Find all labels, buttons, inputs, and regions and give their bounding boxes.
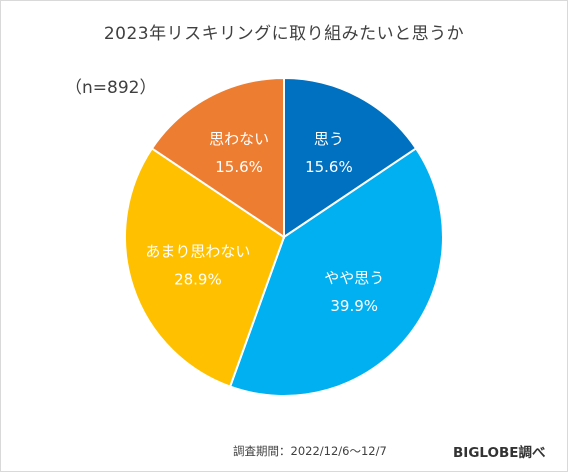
sample-size-label: （n=892） (65, 78, 157, 98)
pie-slice-0 (283, 76, 418, 239)
slice-value-label-3: 15.6% (215, 158, 263, 176)
pie-slice-1 (228, 147, 444, 397)
survey-period: 調査期間：2022/12/6～12/7 (233, 444, 387, 458)
chart-title: 2023年リスキリングに取り組みたいと思うか (103, 24, 465, 44)
source-credit: BIGLOBE調べ (453, 445, 546, 461)
slice-category-label-0: 思う (314, 130, 344, 148)
pie-slice-2 (124, 147, 286, 388)
pie-slice-3 (150, 76, 285, 239)
slice-category-label-1: やや思う (324, 269, 384, 287)
pie-labels: 思う 15.6% やや思う 39.9% あまり思わない 28.9% 思わない 15.6% (145, 130, 384, 315)
slice-value-label-1: 39.9% (330, 297, 378, 315)
slice-category-label-2: あまり思わない (145, 242, 250, 260)
pie-slices (124, 76, 444, 397)
slice-value-label-0: 15.6% (305, 158, 353, 176)
slice-category-label-3: 思わない (209, 130, 269, 148)
slice-value-label-2: 28.9% (174, 270, 222, 288)
